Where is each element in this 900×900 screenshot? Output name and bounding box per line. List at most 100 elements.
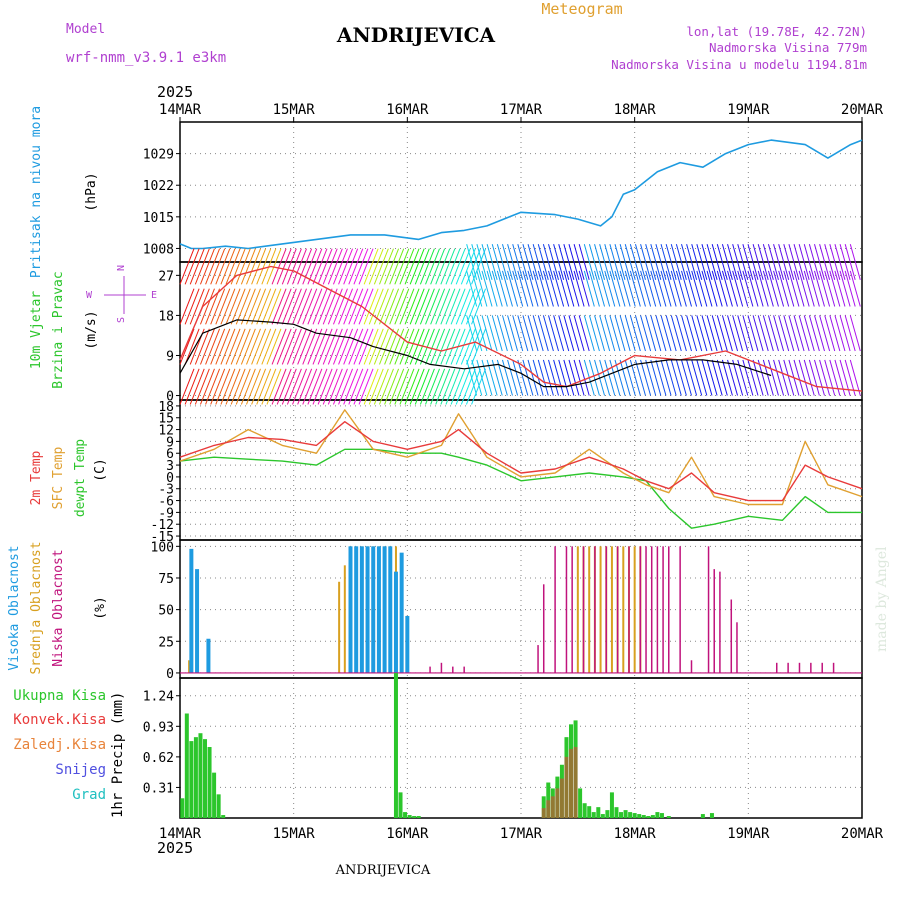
wind-barb: [455, 328, 471, 365]
wind-barb: [338, 328, 354, 365]
wind-barb: [609, 270, 621, 307]
precip-total-bar: [614, 807, 619, 818]
wind-barb: [194, 248, 210, 285]
wind-barb: [588, 244, 600, 280]
y-tick-label: 0.31: [143, 781, 174, 796]
wind-barb: [281, 328, 297, 365]
wind-barb: [747, 359, 759, 396]
precip-total-bar: [700, 814, 705, 818]
wind-barb: [563, 270, 575, 307]
wind-barb: [665, 359, 677, 396]
wind-barb: [629, 315, 641, 352]
wind-barb: [655, 315, 667, 352]
wind-barb: [660, 244, 672, 280]
wind-barb: [307, 368, 323, 405]
wind-barb: [604, 359, 616, 396]
wind-barb: [829, 270, 841, 307]
wind-barb: [312, 288, 328, 325]
wind-barb: [302, 288, 318, 325]
wind-barb: [670, 270, 682, 307]
wind-barb: [814, 315, 825, 352]
wind-barb: [419, 328, 435, 365]
wind-barb: [527, 359, 539, 396]
2m-temp-line: [179, 421, 863, 502]
wind-barb: [793, 244, 805, 280]
wind-barb: [404, 368, 420, 405]
wind-barb: [742, 244, 754, 280]
high-cloud-bar: [382, 546, 387, 673]
wind-barb: [563, 315, 575, 352]
precip-total-bar: [709, 813, 714, 818]
wind-barb: [655, 270, 667, 307]
precip-total-bar: [632, 813, 637, 818]
wind-barb: [599, 359, 611, 396]
wind-barb: [246, 368, 261, 405]
wind-barb: [507, 244, 519, 280]
wind-barb: [824, 270, 836, 307]
wind-barb: [783, 244, 795, 280]
wind-barb: [343, 288, 359, 325]
wind-barb: [614, 244, 626, 280]
wind-ylabel-2: Brzina i Pravac: [51, 271, 66, 388]
y-tick-label: -12: [151, 518, 174, 533]
wind-barb: [179, 328, 195, 365]
compass-s: S: [116, 317, 127, 323]
wind-barb: [752, 270, 764, 307]
wind-barb: [849, 359, 861, 396]
meteogram-label: Meteogram: [541, 0, 622, 18]
wind-barb: [327, 328, 343, 365]
wind-barb: [517, 315, 529, 352]
wind-barb: [788, 244, 800, 280]
temp-ylabel-2m: 2m Temp: [29, 450, 44, 505]
wind-barb: [573, 315, 585, 352]
wind-barb: [568, 270, 580, 307]
wind-barb: [184, 328, 200, 365]
wind-barb: [767, 359, 779, 396]
wind-barb: [742, 359, 754, 396]
wind-barb: [844, 315, 856, 352]
y-tick-label: 1015: [143, 211, 174, 226]
wind-barb: [742, 315, 754, 352]
wind-barb: [256, 328, 272, 365]
low-cloud-bar: [787, 662, 789, 673]
precip-total-bar: [541, 796, 546, 818]
cloud-unit: (%): [93, 596, 108, 619]
high-cloud-bar: [206, 638, 211, 673]
wind-barb: [404, 328, 420, 365]
wind-barb: [727, 270, 739, 307]
low-cloud-bar: [542, 584, 545, 673]
wind-barb: [568, 359, 580, 396]
y-tick-label: 0: [166, 667, 174, 682]
wind-barb: [706, 359, 718, 396]
low-cloud-bar: [713, 569, 715, 673]
wind-barb: [716, 270, 728, 307]
wind-barb: [215, 288, 231, 325]
wind-barb: [609, 315, 621, 352]
wind-barb: [261, 288, 277, 325]
precip-total-bar: [637, 814, 642, 818]
wind-barb: [189, 368, 205, 405]
wind-barb: [660, 270, 672, 307]
wind-barb: [471, 368, 487, 405]
wind-barb: [491, 270, 503, 307]
wind-barb: [773, 315, 785, 352]
wind-barb: [660, 359, 672, 396]
wind-barb: [711, 244, 723, 280]
wind-barb: [558, 315, 570, 352]
wind-barb: [373, 368, 389, 405]
wind-barb: [466, 359, 478, 396]
wind-barb: [609, 244, 621, 280]
wind-barb: [409, 368, 425, 405]
wind-barb: [522, 244, 534, 280]
wind-barb: [261, 328, 277, 365]
wind-barb: [686, 244, 698, 280]
wind-barb: [624, 244, 636, 280]
precip-total-bar: [398, 792, 403, 818]
wind-barb: [384, 328, 400, 365]
wind-barb: [660, 315, 672, 352]
y-tick-label: -6: [158, 495, 174, 510]
wind-barb: [332, 248, 348, 285]
wind-barb: [435, 248, 451, 285]
wind-barb: [215, 368, 231, 405]
